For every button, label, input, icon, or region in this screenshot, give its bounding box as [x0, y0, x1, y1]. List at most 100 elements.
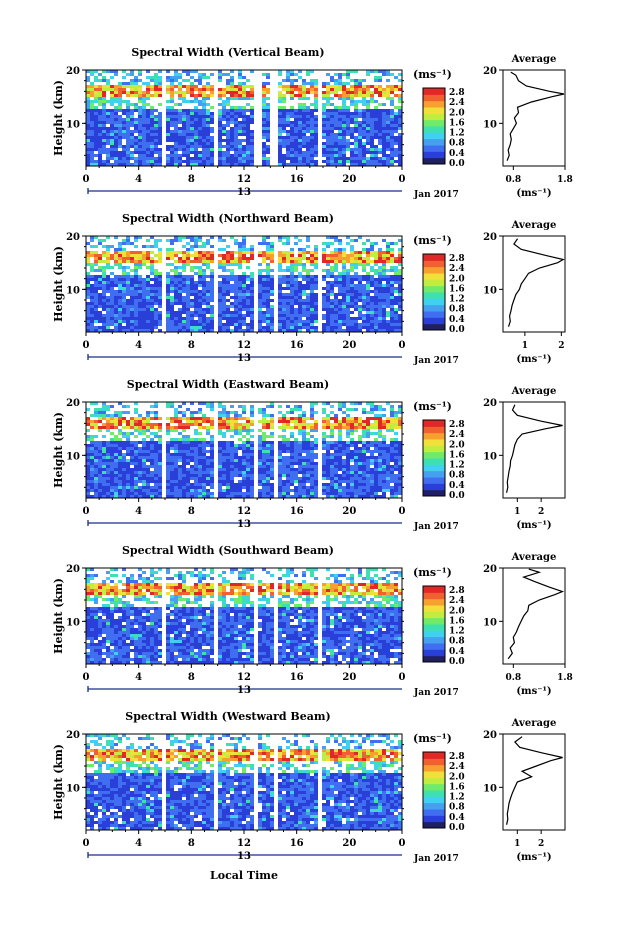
y-axis-label: Height (km) [52, 578, 65, 654]
x-tick-label: 20 [342, 340, 356, 351]
colorbar-swatch [423, 758, 445, 766]
colorbar-tick-label: 1.6 [449, 782, 465, 792]
y-tick-label: 20 [66, 564, 80, 575]
avg-y-tick-label: 20 [483, 232, 497, 243]
colorbar-swatch [423, 777, 445, 785]
colorbar-tick-label: 1.2 [449, 295, 465, 305]
colorbar-swatch [423, 279, 445, 287]
avg-x-axis-label: (ms⁻¹) [516, 686, 551, 697]
colorbar-tick-label: 0.0 [449, 491, 465, 501]
day-label: 13 [237, 519, 251, 530]
y-axis-label: Height (km) [52, 246, 65, 322]
colorbar-tick-label: 2.8 [449, 254, 465, 264]
colorbar-tick-label: 2.4 [449, 264, 465, 274]
colorbar-tick-label: 2.8 [449, 420, 465, 430]
y-tick-label: 20 [66, 232, 80, 243]
x-tick-label: 20 [342, 672, 356, 683]
x-tick-label: 0 [83, 506, 90, 517]
x-tick-label: 0 [399, 838, 406, 849]
colorbar-unit: (ms⁻¹) [413, 732, 452, 745]
avg-x-axis-label: (ms⁻¹) [516, 354, 551, 365]
y-tick-label: 10 [66, 617, 80, 628]
average-frame [502, 401, 566, 499]
colorbar-swatch [423, 611, 445, 619]
colorbar-swatch [423, 119, 445, 127]
x-tick-label: 16 [290, 506, 304, 517]
avg-x-axis-label: (ms⁻¹) [516, 852, 551, 863]
avg-y-tick-label: 20 [483, 730, 497, 741]
colorbar-swatch [423, 420, 445, 427]
colorbar-swatch [423, 630, 445, 638]
colorbar-tick-label: 0.0 [449, 823, 465, 833]
average-title: Average [511, 54, 557, 65]
date-label: Jan 2017 [413, 522, 459, 532]
avg-x-tick-label: 1.8 [557, 175, 573, 185]
heatmap-cells [86, 70, 402, 166]
colorbar-swatch [423, 451, 445, 459]
x-tick-label: 12 [237, 506, 251, 517]
average-title: Average [511, 220, 557, 231]
y-tick-label: 10 [66, 119, 80, 130]
avg-x-tick-label: 2 [558, 341, 564, 351]
colorbar-swatch [423, 821, 445, 829]
avg-y-tick-label: 10 [483, 617, 497, 628]
colorbar-swatch [423, 439, 445, 446]
colorbar-unit: (ms⁻¹) [413, 68, 452, 81]
panel-title: Spectral Width (Vertical Beam) [131, 46, 324, 59]
colorbar-swatch [423, 445, 445, 453]
colorbar-unit: (ms⁻¹) [413, 234, 452, 247]
colorbar-swatch [423, 138, 445, 146]
colorbar-swatch [423, 126, 445, 133]
x-tick-label: 4 [135, 506, 142, 517]
avg-y-tick-label: 10 [483, 783, 497, 794]
colorbar-swatch [423, 298, 445, 306]
x-tick-label: 0 [83, 838, 90, 849]
colorbar-frame [422, 253, 446, 331]
x-tick-label: 0 [83, 174, 90, 185]
colorbar-swatch [423, 617, 445, 625]
colorbar-tick-label: 1.6 [449, 118, 465, 128]
y-axis-label: Height (km) [52, 80, 65, 156]
avg-y-tick-label: 20 [483, 564, 497, 575]
avg-y-tick-label: 10 [483, 285, 497, 296]
date-label: Jan 2017 [413, 688, 459, 698]
x-tick-label: 0 [399, 672, 406, 683]
colorbar-swatch [423, 483, 445, 491]
colorbar-tick-label: 1.2 [449, 129, 465, 139]
colorbar-tick-label: 1.2 [449, 461, 465, 471]
colorbar-tick-label: 2.4 [449, 98, 465, 108]
colorbar-tick-label: 0.8 [449, 637, 465, 647]
colorbar-swatch [423, 598, 445, 606]
average-title: Average [511, 718, 557, 729]
avg-y-tick-label: 10 [483, 119, 497, 130]
colorbar-tick-label: 2.8 [449, 586, 465, 596]
colorbar-swatch [423, 273, 445, 280]
avg-y-tick-label: 10 [483, 451, 497, 462]
colorbar-tick-label: 0.0 [449, 657, 465, 667]
average-title: Average [511, 552, 557, 563]
colorbar-tick-label: 0.4 [449, 149, 465, 159]
y-tick-label: 10 [66, 285, 80, 296]
y-tick-label: 20 [66, 66, 80, 77]
colorbar-swatch [423, 783, 445, 791]
x-tick-label: 8 [188, 838, 195, 849]
avg-x-axis-label: (ms⁻¹) [516, 520, 551, 531]
colorbar-swatch [423, 790, 445, 797]
avg-x-tick-label: 2 [538, 507, 544, 517]
colorbar-swatch [423, 107, 445, 114]
heatmap-cells [86, 402, 402, 498]
y-axis-label: Height (km) [52, 744, 65, 820]
x-tick-label: 8 [188, 672, 195, 683]
x-tick-label: 16 [290, 340, 304, 351]
panel-5: Spectral Width (Westward Beam)1020Height… [52, 710, 566, 864]
colorbar-tick-label: 2.4 [449, 430, 465, 440]
x-tick-label: 0 [399, 506, 406, 517]
x-tick-label: 0 [83, 672, 90, 683]
colorbar-swatch [423, 771, 445, 778]
colorbar-swatch [423, 752, 445, 759]
colorbar-swatch [423, 432, 445, 440]
colorbar-swatch [423, 464, 445, 472]
colorbar-tick-label: 2.8 [449, 752, 465, 762]
average-profile-line [506, 736, 563, 825]
heatmap-cells [86, 734, 402, 830]
